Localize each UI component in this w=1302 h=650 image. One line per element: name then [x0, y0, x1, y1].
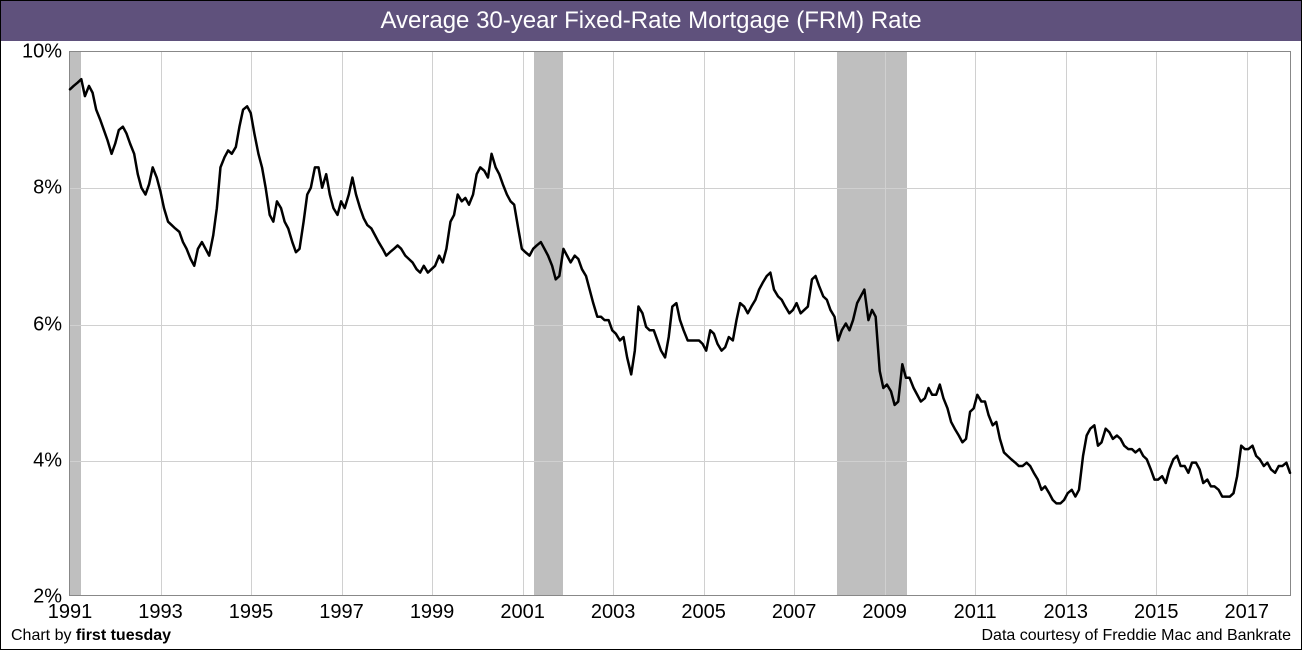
chart-title: Average 30-year Fixed-Rate Mortgage (FRM… [1, 1, 1301, 41]
x-tick-label: 2011 [954, 601, 997, 624]
x-tick-label: 2003 [591, 601, 636, 624]
x-tick-label: 2015 [1134, 601, 1179, 624]
x-tick-label: 1995 [229, 601, 274, 624]
chart-container: Average 30-year Fixed-Rate Mortgage (FRM… [0, 0, 1302, 650]
credit-left-prefix: Chart by [11, 627, 76, 644]
y-tick-label: 4% [33, 449, 62, 472]
credit-right: Data courtesy of Freddie Mac and Bankrat… [982, 627, 1292, 645]
x-tick-label: 1993 [138, 601, 183, 624]
x-tick-label: 2013 [1043, 601, 1088, 624]
credit-left-bold: first tuesday [76, 627, 171, 644]
frm-rate-line [70, 79, 1290, 503]
y-tick-label: 8% [33, 177, 62, 200]
line-series [70, 52, 1290, 595]
x-tick-label: 2017 [1224, 601, 1269, 624]
x-tick-label: 2001 [500, 601, 545, 624]
x-tick-label: 1997 [319, 601, 364, 624]
y-tick-label: 6% [33, 313, 62, 336]
x-tick-label: 1999 [410, 601, 455, 624]
credit-left: Chart by first tuesday [11, 627, 171, 645]
x-tick-label: 2007 [772, 601, 817, 624]
y-tick-label: 10% [22, 41, 62, 64]
x-tick-label: 2005 [681, 601, 726, 624]
x-tick-label: 1991 [48, 601, 93, 624]
x-tick-label: 2009 [862, 601, 907, 624]
plot-area: 2%4%6%8%10%19911993199519971999200120032… [69, 51, 1291, 596]
